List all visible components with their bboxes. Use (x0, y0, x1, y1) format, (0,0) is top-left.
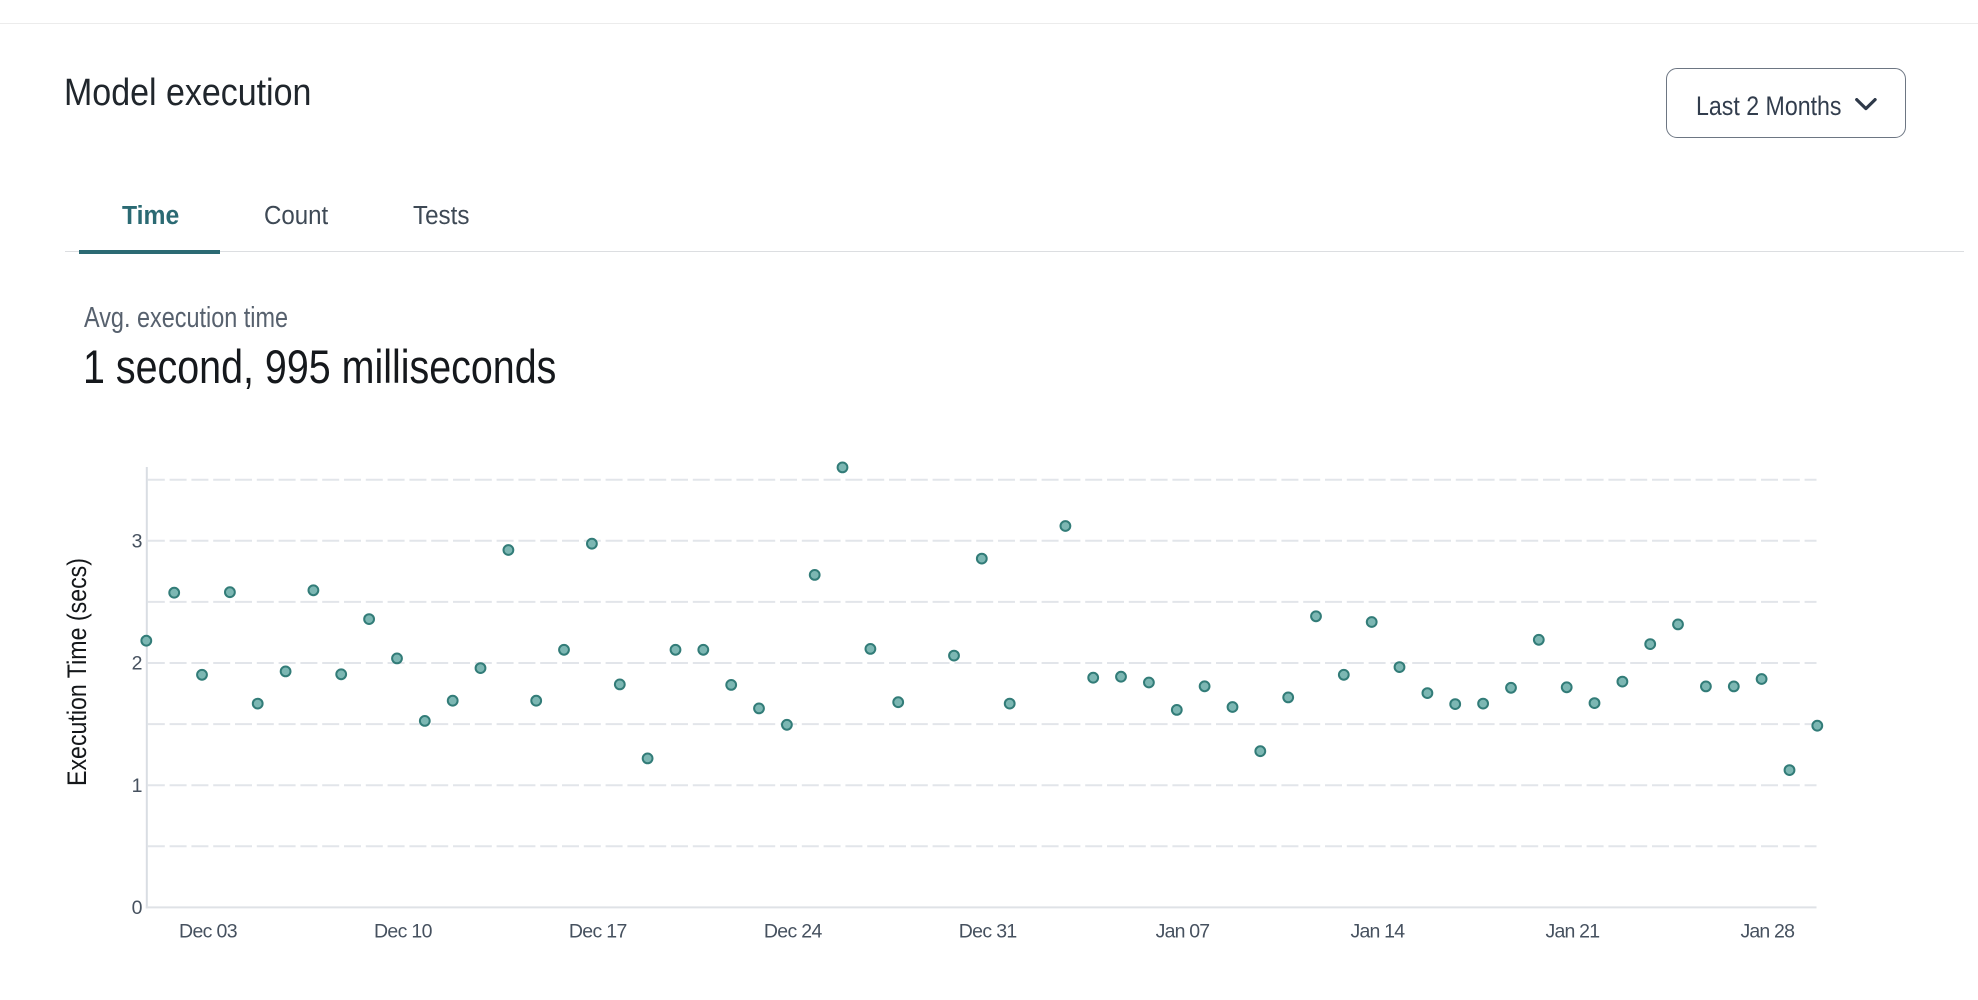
svg-text:Jan 07: Jan 07 (1156, 920, 1211, 942)
svg-text:Dec 31: Dec 31 (959, 920, 1018, 942)
svg-text:Dec 24: Dec 24 (764, 920, 823, 942)
svg-text:Jan 28: Jan 28 (1740, 920, 1795, 942)
svg-text:3: 3 (132, 531, 143, 553)
svg-text:Jan 21: Jan 21 (1546, 920, 1601, 942)
svg-text:1: 1 (132, 775, 143, 797)
svg-text:Dec 10: Dec 10 (374, 920, 433, 942)
svg-text:Dec 17: Dec 17 (569, 920, 628, 942)
svg-text:Dec 03: Dec 03 (179, 920, 238, 942)
svg-text:Execution Time (secs): Execution Time (secs) (62, 558, 92, 786)
svg-text:0: 0 (132, 897, 143, 919)
svg-text:2: 2 (132, 653, 143, 675)
svg-text:Jan 14: Jan 14 (1351, 920, 1406, 942)
